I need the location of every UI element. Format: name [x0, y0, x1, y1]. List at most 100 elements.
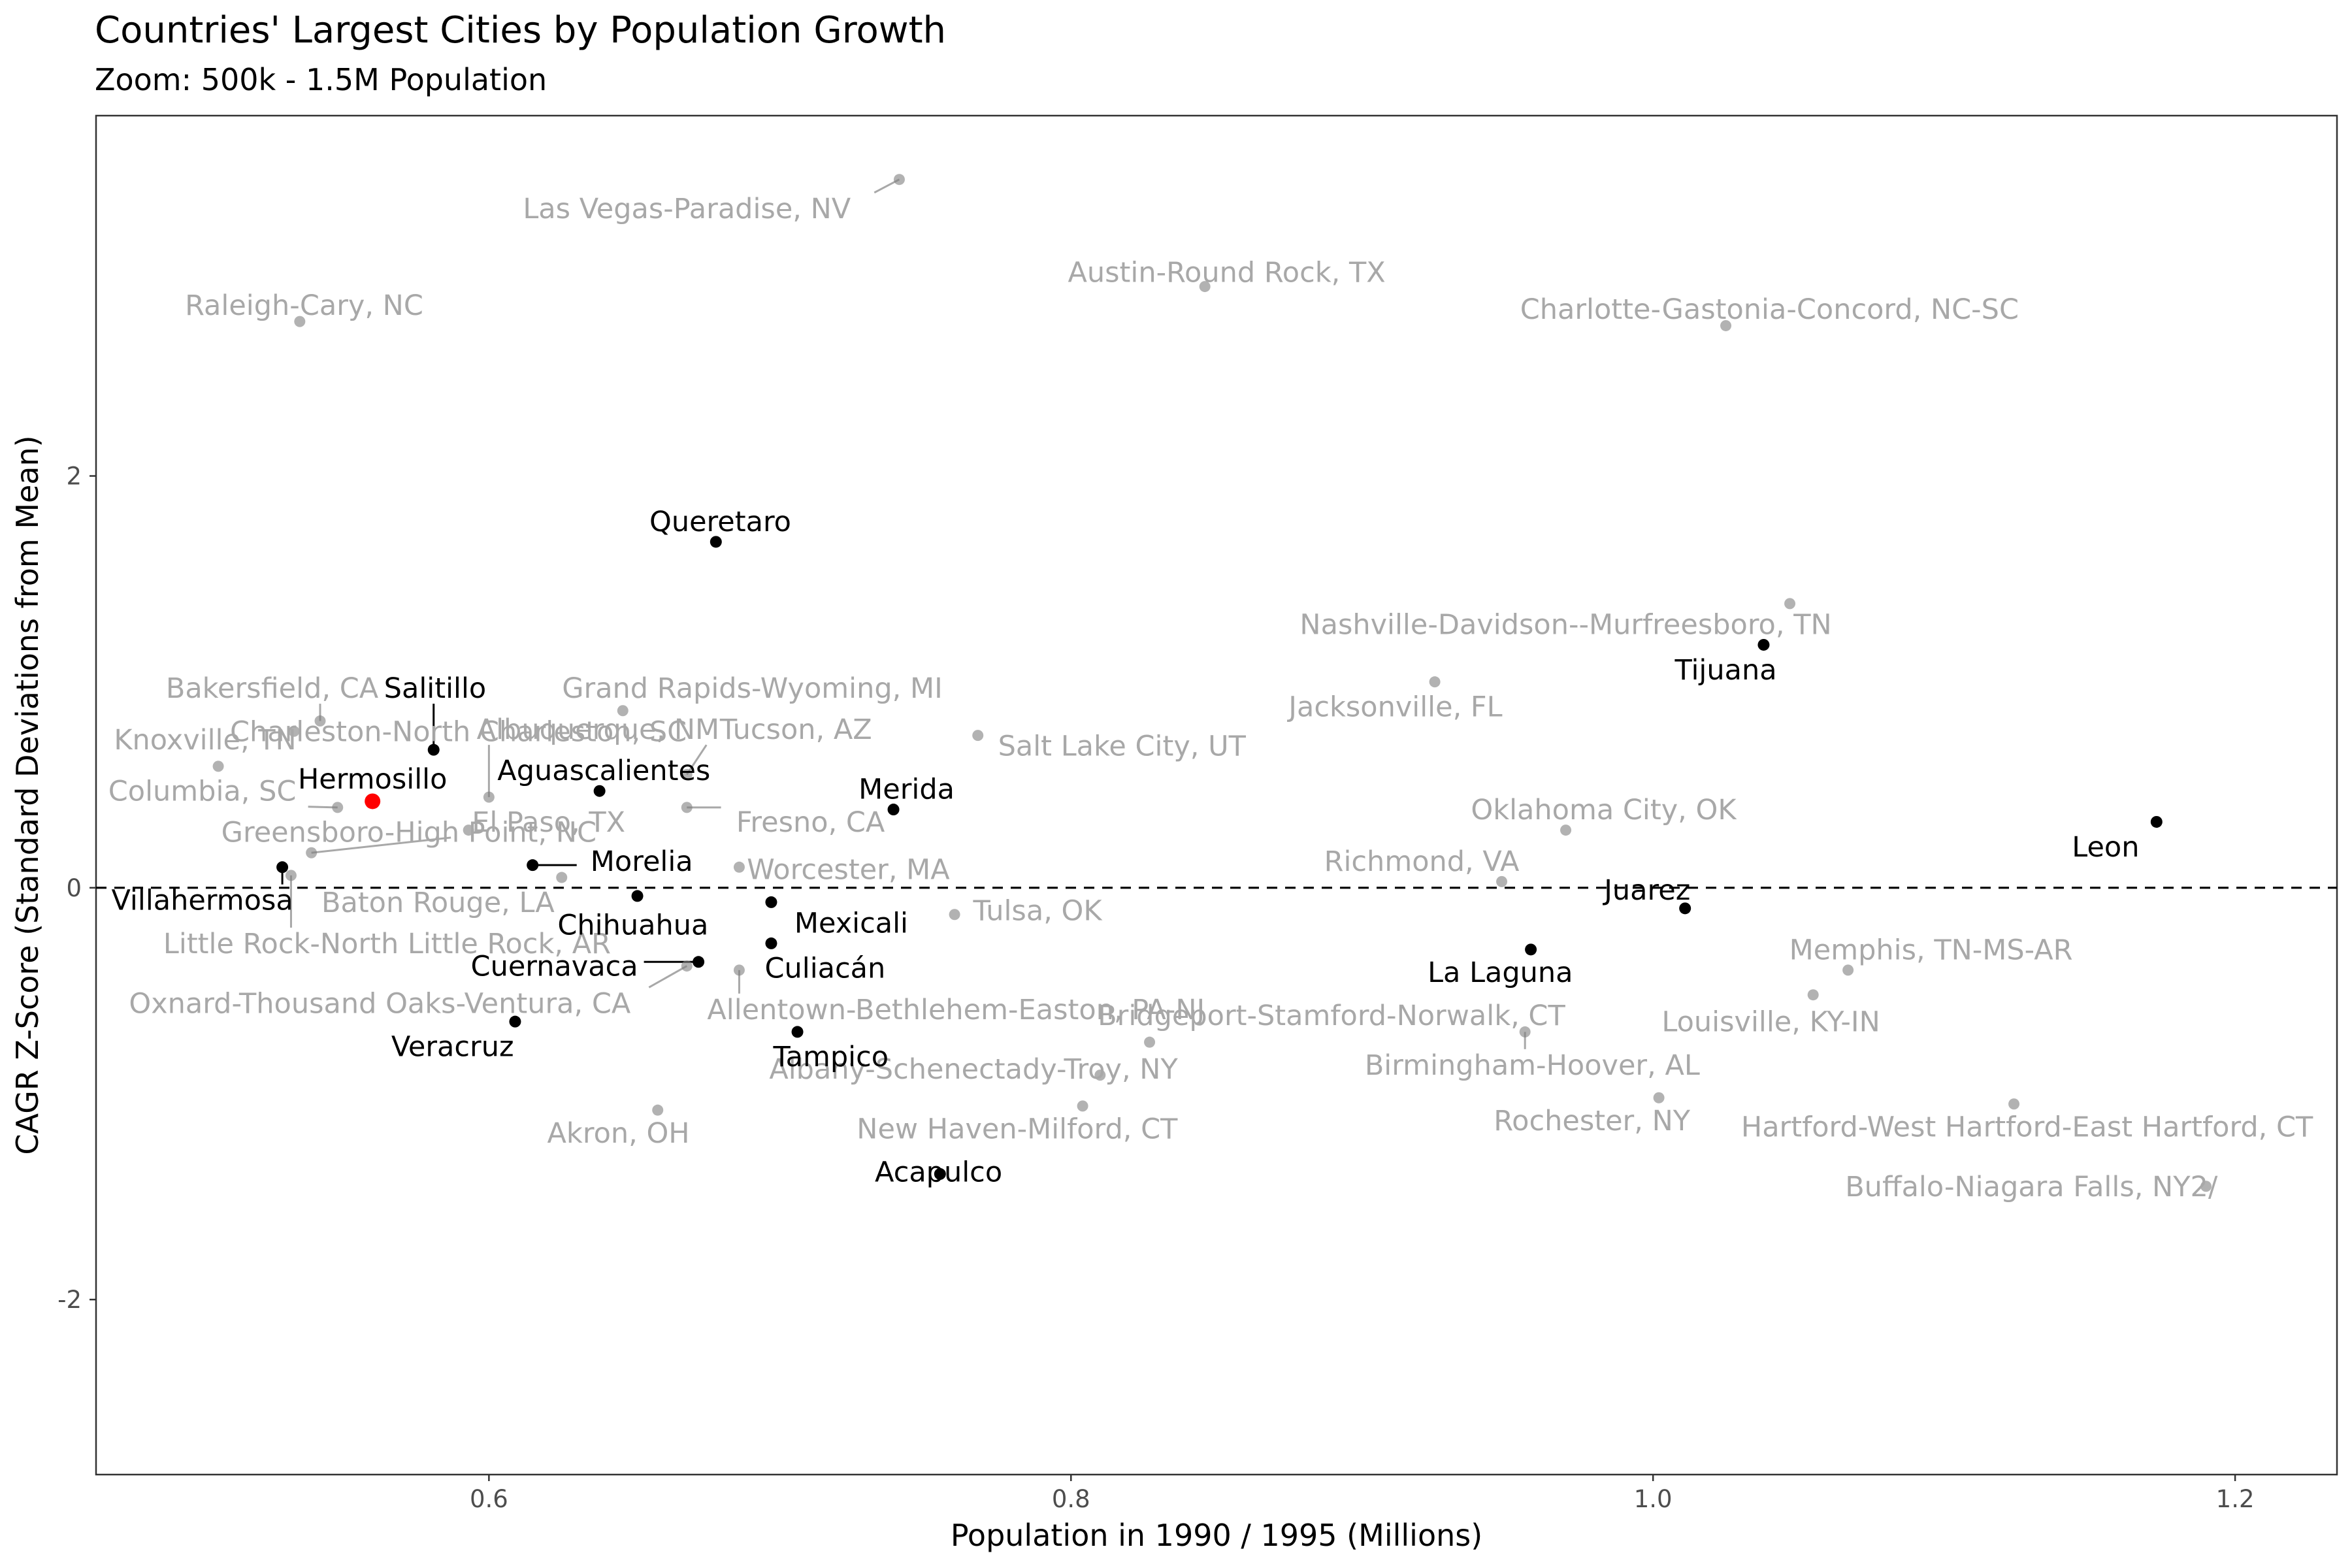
label-leon: Leon — [2072, 831, 2139, 864]
point-louisville-ky-in — [1807, 989, 1819, 1001]
leader-tucson-az — [686, 744, 708, 776]
point-tampico — [791, 1026, 804, 1038]
point-salt-lake-city-ut — [972, 730, 984, 742]
point-charlotte-gastonia-concord-nc-sc — [1720, 319, 1732, 331]
point-cuernavaca — [693, 956, 705, 968]
point-austin-round-rock-tx — [1199, 281, 1211, 293]
point-worcester-ma — [733, 861, 745, 873]
point-salitillo — [427, 743, 440, 756]
point-fresno-ca — [681, 802, 693, 813]
label-albany-schenectady-troy-ny: Albany-Schenectady-Troy, NY — [769, 1053, 1178, 1086]
point-label-layer: Las Vegas-Paradise, NV Austin-Round Rock,… — [108, 193, 2313, 1203]
label-culiac-n: Culiacán — [764, 953, 885, 985]
label-la-laguna: La Laguna — [1428, 956, 1573, 989]
point-knoxville-tn — [212, 760, 224, 772]
point-mexicali — [765, 896, 777, 908]
x-axis-title: Population in 1990 / 1995 (Millions) — [951, 1518, 1482, 1553]
point-oklahoma-city-ok — [1560, 825, 1572, 836]
point-albuquerque-nm — [483, 791, 495, 803]
point-el-paso-tx — [306, 847, 318, 858]
label-oklahoma-city-ok: Oklahoma City, OK — [1471, 794, 1737, 826]
data-point-layer — [212, 174, 2212, 1192]
plot-panel — [95, 114, 2338, 1476]
point-jacksonville-fl — [1429, 676, 1441, 688]
leader-el-paso-tx — [311, 836, 451, 854]
label-chihuahua: Chihuahua — [557, 909, 708, 942]
label-hermosillo: Hermosillo — [298, 763, 447, 796]
label-mexicali: Mexicali — [794, 907, 908, 939]
point-morelia — [527, 859, 539, 872]
point-bakersfield-ca — [314, 715, 326, 727]
label-charleston-north-charleston-sc: Charleston-North Charleston, SC — [230, 715, 687, 748]
label-queretaro: Queretaro — [649, 506, 791, 538]
label-salitillo: Salitillo — [384, 672, 487, 705]
label-allentown-bethlehem-easton-pa-nj: Allentown-Bethlehem-Easton, PA-NJ — [707, 994, 1205, 1026]
x-tick-label: 1.2 — [2216, 1485, 2255, 1513]
label-worcester-ma: Worcester, MA — [747, 853, 950, 886]
label-raleigh-cary-nc: Raleigh-Cary, NC — [185, 289, 423, 322]
label-nashville-davidson-murfreesboro-tn: Nashville-Davidson--Murfreesboro, TN — [1299, 608, 1831, 641]
point-leon — [2150, 815, 2163, 828]
point-charleston-north-charleston-sc — [288, 725, 300, 737]
point-acapulco — [934, 1168, 946, 1180]
label-buffalo-niagara-falls-ny2: Buffalo-Niagara Falls, NY2/ — [1845, 1171, 2218, 1203]
label-salt-lake-city-ut: Salt Lake City, UT — [998, 730, 1247, 762]
label-tulsa-ok: Tulsa, OK — [973, 894, 1103, 927]
point-queretaro — [710, 536, 722, 548]
point-hermosillo — [365, 793, 381, 809]
point-aguascalientes — [593, 785, 606, 797]
label-new-haven-milford-ct: New Haven-Milford, CT — [857, 1113, 1178, 1146]
label-tucson-az: Tucson, AZ — [719, 713, 872, 746]
label-hartford-west-hartford-east-hartford-ct: Hartford-West Hartford-East Hartford, CT — [1741, 1111, 2313, 1143]
label-cuernavaca: Cuernavaca — [471, 951, 638, 983]
label-veracruz: Veracruz — [391, 1030, 514, 1063]
label-baton-rouge-la: Baton Rouge, LA — [321, 887, 555, 919]
point-tucson-az — [681, 768, 693, 780]
label-richmond-va: Richmond, VA — [1324, 845, 1520, 878]
point-nashville-davidson-murfreesboro-tn — [1784, 598, 1796, 610]
point-rochester-ny — [1653, 1092, 1665, 1103]
x-tick-label: 0.6 — [470, 1485, 508, 1513]
label-el-paso-tx: El Paso, TX — [472, 806, 625, 839]
y-tick-label: 2 — [66, 463, 82, 491]
label-las-vegas-paradise-nv: Las Vegas-Paradise, NV — [523, 193, 851, 225]
point-las-vegas-paradise-nv — [893, 174, 905, 186]
point-bridgeport-stamford-norwalk-ct — [1144, 1036, 1156, 1048]
label-little-rock-north-little-rock-ar: Little Rock-North Little Rock, AR — [163, 928, 611, 960]
point-chihuahua — [631, 890, 644, 902]
point-juarez — [1679, 902, 1691, 915]
chart-subtitle: Zoom: 500k - 1.5M Population — [95, 62, 547, 97]
label-tampico: Tampico — [772, 1041, 889, 1073]
point-raleigh-cary-nc — [294, 316, 306, 327]
label-juarez: Juarez — [1602, 874, 1690, 907]
point-birmingham-hoover-al — [1519, 1026, 1531, 1037]
point-la-laguna — [1525, 943, 1537, 956]
point-greensboro-high-point-nc — [463, 825, 474, 836]
point-tijuana — [1757, 638, 1770, 651]
label-louisville-ky-in: Louisville, KY-IN — [1661, 1006, 1880, 1039]
label-austin-round-rock-tx: Austin-Round Rock, TX — [1068, 257, 1385, 289]
label-acapulco: Acapulco — [875, 1156, 1002, 1189]
label-columbia-sc: Columbia, SC — [108, 776, 297, 808]
label-memphis-tn-ms-ar: Memphis, TN-MS-AR — [1789, 934, 2073, 966]
label-grand-rapids-wyoming-mi: Grand Rapids-Wyoming, MI — [562, 672, 943, 705]
point-merida — [887, 804, 900, 816]
point-villahermosa — [276, 861, 289, 874]
point-allentown-bethlehem-easton-pa-nj — [733, 964, 745, 976]
label-knoxville-tn: Knoxville, TN — [114, 724, 296, 757]
point-akron-oh — [652, 1104, 664, 1116]
label-charlotte-gastonia-concord-nc-sc: Charlotte-Gastonia-Concord, NC-SC — [1520, 293, 2019, 326]
label-villahermosa: Villahermosa — [111, 885, 293, 917]
label-rochester-ny: Rochester, NY — [1494, 1105, 1691, 1137]
label-fresno-ca: Fresno, CA — [736, 806, 885, 839]
point-oxnard-thousand-oaks-ventura-ca — [681, 960, 693, 972]
x-tick-label: 1.0 — [1634, 1485, 1673, 1513]
label-birmingham-hoover-al: Birmingham-Hoover, AL — [1365, 1049, 1700, 1082]
point-richmond-va — [1496, 875, 1508, 887]
axis-layer: 0.6 0.8 1.0 1.2 -2 0 2 — [57, 463, 2254, 1513]
point-columbia-sc — [332, 802, 344, 813]
point-culiac-n — [765, 937, 777, 949]
point-albany-schenectady-troy-ny — [1094, 1070, 1106, 1081]
